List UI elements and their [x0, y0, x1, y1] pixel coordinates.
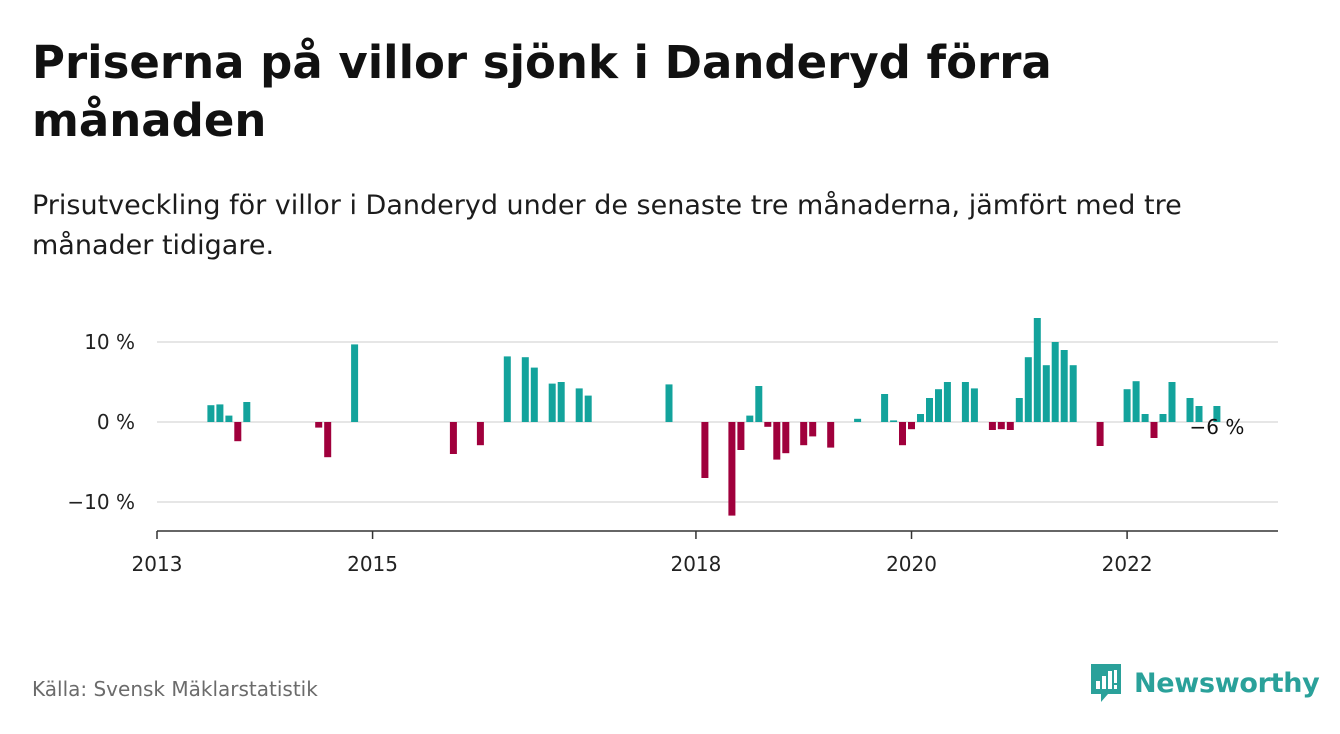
bar — [728, 422, 736, 516]
bar — [521, 357, 529, 422]
bar — [1060, 350, 1068, 422]
bar — [351, 344, 359, 422]
bar — [881, 394, 889, 422]
bar — [809, 422, 817, 437]
bar — [1096, 422, 1104, 446]
bar — [1195, 406, 1203, 422]
bar — [943, 382, 951, 422]
bar — [1042, 365, 1050, 422]
x-tick-label: 2018 — [670, 552, 721, 576]
bar — [1141, 414, 1149, 422]
x-tick-label: 2020 — [886, 552, 937, 576]
bar — [207, 405, 215, 422]
y-tick-label: 10 % — [84, 330, 135, 354]
bar — [890, 420, 898, 422]
bar — [782, 422, 790, 454]
bar — [1024, 357, 1032, 422]
labels: 10 % 0 % −10 % 2013 2015 2018 2020 2022 −6 % — [67, 330, 1244, 576]
bar — [746, 415, 754, 422]
x-axis — [156, 530, 1278, 539]
bar — [1015, 398, 1023, 422]
bar — [899, 422, 906, 446]
bar — [1186, 398, 1194, 422]
bar — [935, 389, 942, 422]
bar — [315, 422, 323, 428]
bar — [557, 382, 565, 422]
y-tick-label: 0 % — [97, 410, 135, 434]
bars — [207, 318, 1221, 516]
bar — [225, 415, 233, 422]
newsworthy-logo-icon — [1091, 664, 1121, 702]
bar — [1051, 342, 1059, 422]
bar — [988, 422, 996, 430]
bar — [665, 384, 673, 422]
bar — [1033, 318, 1041, 422]
bar — [737, 422, 745, 450]
bar — [1150, 422, 1158, 438]
source-note: Källa: Svensk Mäklarstatistik — [32, 677, 318, 701]
bar — [854, 418, 862, 422]
bar — [773, 422, 781, 460]
x-tick-label: 2022 — [1102, 552, 1153, 576]
bar-chart: 10 % 0 % −10 % 2013 2015 2018 2020 2022 −6 % — [67, 318, 1278, 576]
bar — [1213, 406, 1221, 422]
brand-name: Newsworthy — [1134, 667, 1320, 699]
chart-subtitle: Prisutveckling för villor i Danderyd und… — [32, 190, 1182, 261]
bar — [324, 422, 332, 458]
bar — [548, 383, 556, 422]
bar — [530, 367, 538, 422]
bar — [449, 422, 457, 454]
bar — [1006, 422, 1014, 430]
bar — [926, 398, 933, 422]
bar — [1132, 381, 1140, 422]
bar — [234, 422, 242, 442]
grid-lines — [157, 341, 1278, 503]
bar — [216, 404, 224, 422]
y-tick-label: −10 % — [67, 490, 135, 514]
x-tick-label: 2015 — [347, 552, 398, 576]
bar — [503, 356, 511, 422]
bar — [997, 422, 1005, 430]
brand-logo: Newsworthy — [1088, 660, 1320, 706]
chart-title: Priserna på villor sjönk i Danderyd förr… — [32, 36, 1052, 147]
bar — [701, 422, 709, 478]
bar — [800, 422, 808, 446]
x-tick-label: 2013 — [132, 552, 183, 576]
bar — [575, 388, 583, 422]
bar — [476, 422, 484, 446]
bar — [1123, 389, 1131, 422]
bar — [917, 414, 924, 422]
data-label: −6 % — [1189, 415, 1244, 439]
bar — [243, 402, 251, 422]
bar — [827, 422, 835, 448]
bar — [1168, 382, 1176, 422]
bar — [961, 382, 969, 422]
bar — [970, 388, 978, 422]
bar — [764, 422, 772, 427]
bar — [1069, 365, 1077, 422]
bar — [755, 386, 763, 422]
bar — [584, 395, 592, 422]
bar — [1159, 414, 1167, 422]
bar — [908, 422, 915, 430]
